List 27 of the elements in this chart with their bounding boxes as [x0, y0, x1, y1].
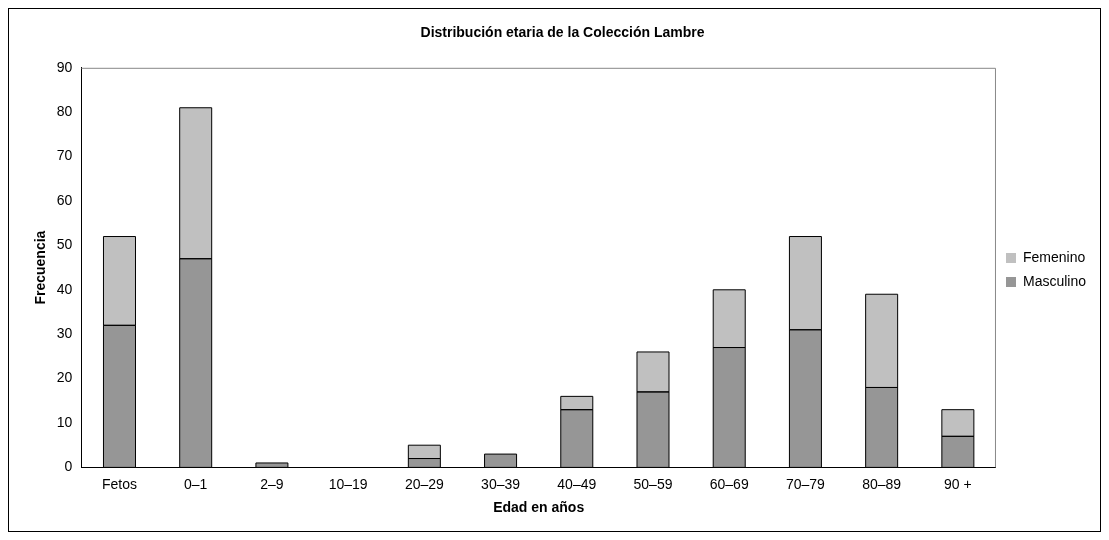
x-tick-label: 70–79 [785, 475, 826, 492]
x-tick-label: 0–1 [184, 475, 208, 492]
y-tick-label: 90 [56, 58, 73, 75]
chart-title: Distribución etaria de la Colección Lambre [420, 24, 705, 41]
x-tick-label: 80–89 [862, 475, 902, 492]
x-axis-title: Edad en años [493, 499, 585, 516]
x-tick-label: 2–9 [260, 475, 284, 492]
x-tick-label: 90 + [944, 475, 972, 492]
y-tick-label: 80 [56, 103, 73, 120]
x-tick-label: 60–69 [709, 475, 749, 492]
x-tick-label: 30–39 [481, 475, 521, 492]
x-tick-label: 40–49 [557, 475, 597, 492]
x-tick-label: 10–19 [328, 475, 368, 492]
x-tick-label: 50–59 [633, 475, 673, 492]
y-tick-label: 20 [56, 369, 73, 386]
x-tick-label: Fetos [101, 475, 137, 492]
y-tick-label: 0 [64, 458, 73, 475]
x-tick-label: 20–29 [404, 475, 445, 492]
legend-label: Femenino [1022, 248, 1086, 265]
y-tick-label: 60 [56, 191, 73, 208]
y-tick-label: 30 [56, 325, 73, 342]
y-tick-label: 70 [56, 147, 73, 164]
legend-label: Masculino [1022, 272, 1087, 289]
y-tick-label: 50 [56, 236, 73, 253]
y-axis-title: Frecuencia [32, 230, 49, 305]
y-tick-label: 40 [56, 280, 73, 297]
y-tick-label: 10 [56, 413, 73, 430]
